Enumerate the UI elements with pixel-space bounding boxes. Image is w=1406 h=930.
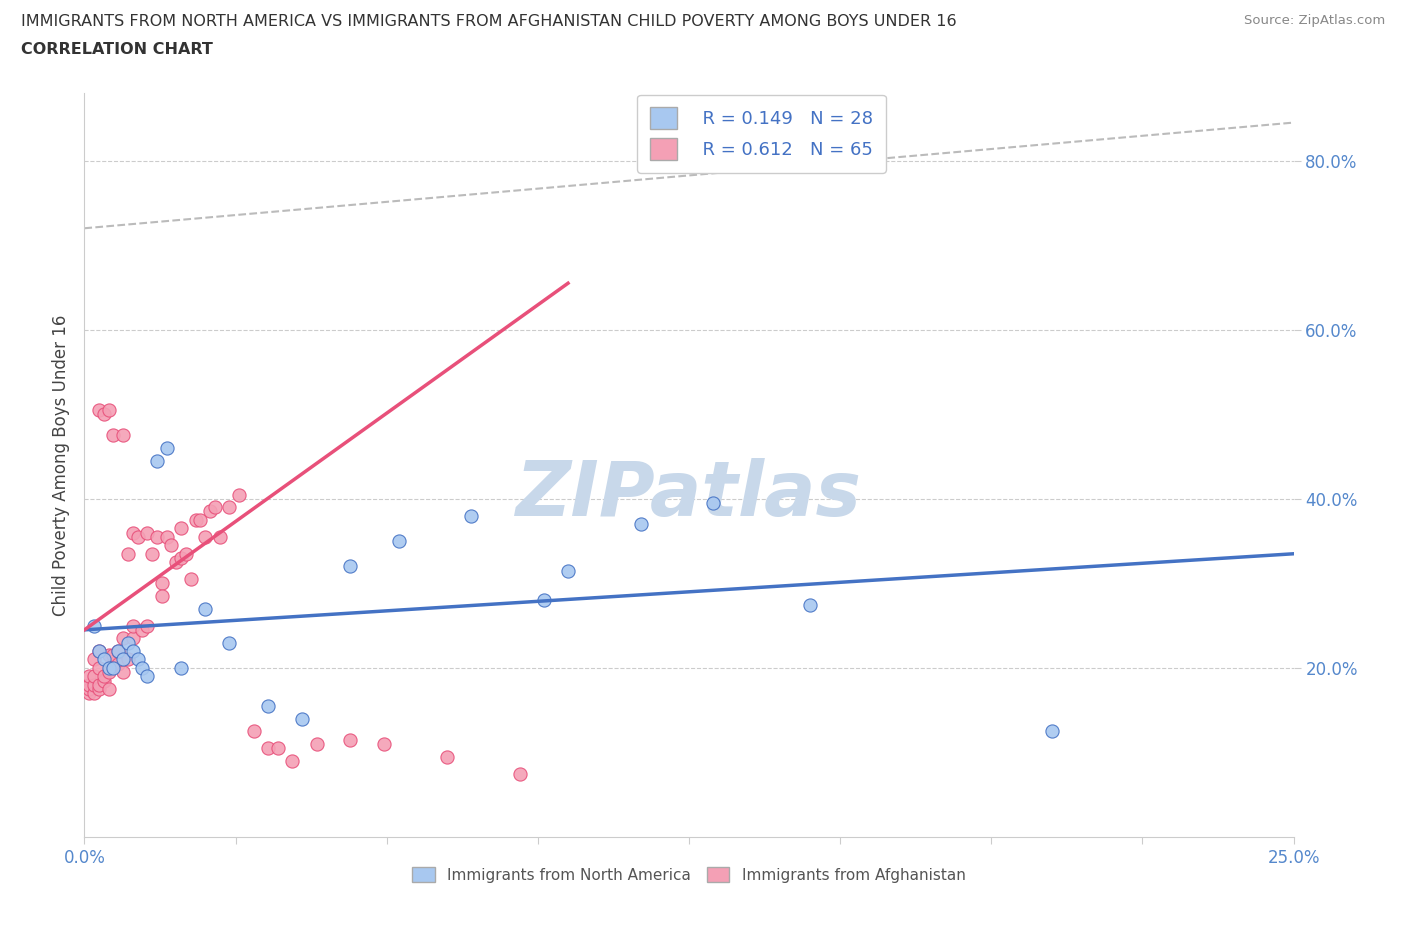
Point (77, 682, 100, 697)
Point (131, 660, 153, 675)
Point (630, 517, 652, 532)
Point (121, 631, 143, 645)
Point (103, 648, 125, 663)
Text: ZIPatlas: ZIPatlas (516, 458, 862, 532)
Point (557, 564, 579, 578)
Point (155, 441, 177, 456)
Point (112, 652, 135, 667)
Point (184, 512, 207, 527)
Text: IMMIGRANTS FROM NORTH AMERICA VS IMMIGRANTS FROM AFGHANISTAN CHILD POVERTY AMONG: IMMIGRANTS FROM NORTH AMERICA VS IMMIGRA… (21, 14, 956, 29)
Point (141, 546, 163, 561)
Point (87, 403, 110, 418)
Point (267, 741, 290, 756)
Point (93, 669, 115, 684)
Point (97, 682, 120, 697)
Legend: Immigrants from North America, Immigrants from Afghanistan: Immigrants from North America, Immigrant… (406, 860, 972, 889)
Point (77, 669, 100, 684)
Point (281, 753, 304, 768)
Point (97, 403, 120, 418)
Point (257, 741, 280, 756)
Point (460, 509, 482, 524)
Point (103, 428, 125, 443)
Point (702, 496, 724, 511)
Point (242, 724, 264, 738)
Point (170, 521, 193, 536)
Text: CORRELATION CHART: CORRELATION CHART (21, 42, 212, 57)
Point (150, 589, 173, 604)
Point (305, 737, 328, 751)
Point (97, 648, 120, 663)
Point (194, 529, 217, 544)
Point (799, 597, 821, 612)
Point (146, 529, 169, 544)
Point (121, 644, 143, 658)
Point (103, 657, 125, 671)
Point (97, 665, 120, 680)
Point (194, 602, 217, 617)
Point (83, 685, 105, 700)
Point (339, 559, 361, 574)
Point (117, 635, 139, 650)
Point (121, 525, 143, 540)
Point (146, 453, 169, 468)
Point (93, 652, 115, 667)
Point (204, 499, 226, 514)
Point (127, 529, 149, 544)
Point (388, 534, 411, 549)
Point (97, 660, 120, 675)
Point (150, 576, 173, 591)
Point (1040, 724, 1063, 738)
Point (509, 766, 531, 781)
Point (155, 529, 177, 544)
Point (373, 737, 395, 751)
Point (77, 685, 100, 700)
Point (339, 732, 361, 747)
Text: Source: ZipAtlas.com: Source: ZipAtlas.com (1244, 14, 1385, 27)
Point (93, 673, 115, 688)
Point (121, 618, 143, 633)
Point (87, 677, 110, 692)
Point (117, 652, 139, 667)
Point (174, 546, 197, 561)
Point (83, 677, 105, 692)
Point (160, 538, 183, 552)
Point (165, 555, 187, 570)
Point (180, 572, 202, 587)
Point (136, 525, 159, 540)
Point (291, 711, 314, 726)
Point (218, 635, 240, 650)
Point (103, 660, 125, 675)
Point (198, 504, 221, 519)
Point (208, 529, 231, 544)
Point (170, 551, 193, 565)
Point (190, 512, 212, 527)
Point (218, 499, 240, 514)
Point (107, 644, 129, 658)
Point (136, 618, 159, 633)
Point (112, 665, 135, 680)
Point (257, 698, 280, 713)
Point (87, 682, 110, 697)
Point (83, 669, 105, 684)
Point (107, 644, 129, 658)
Point (136, 669, 159, 684)
Point (533, 592, 555, 607)
Point (87, 660, 110, 675)
Point (228, 487, 250, 502)
Point (87, 644, 110, 658)
Point (107, 657, 129, 671)
Point (117, 546, 139, 561)
Point (436, 750, 458, 764)
Point (83, 618, 105, 633)
Y-axis label: Child Poverty Among Boys Under 16: Child Poverty Among Boys Under 16 (52, 314, 70, 616)
Point (131, 622, 153, 637)
Point (77, 677, 100, 692)
Point (112, 428, 135, 443)
Point (170, 660, 193, 675)
Point (87, 644, 110, 658)
Point (127, 652, 149, 667)
Point (83, 652, 105, 667)
Point (93, 406, 115, 421)
Point (112, 631, 135, 645)
